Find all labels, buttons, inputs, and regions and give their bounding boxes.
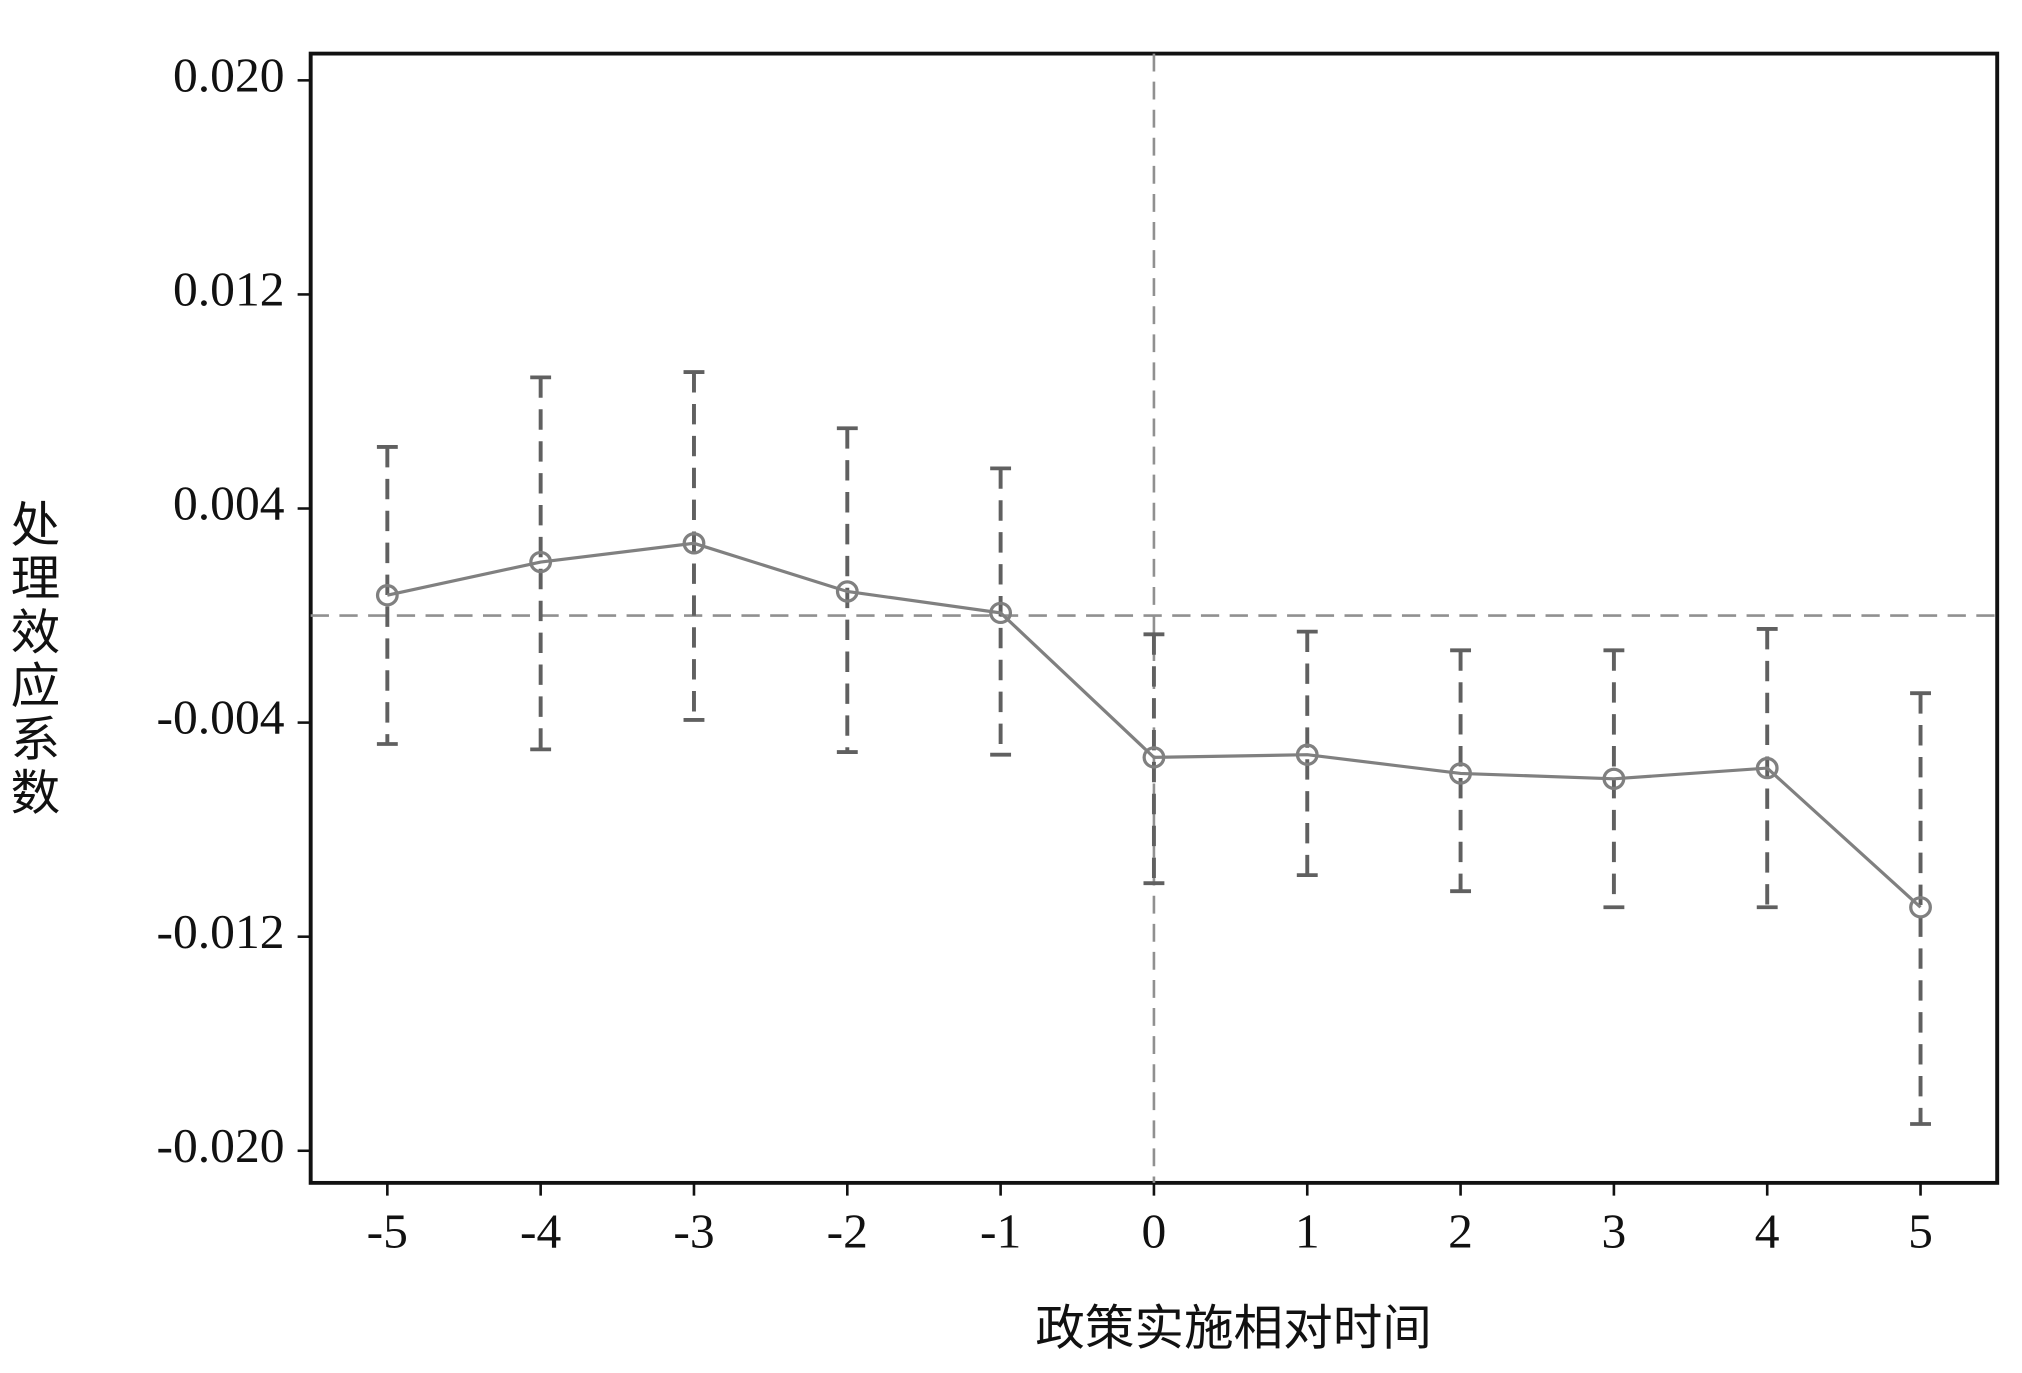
x-tick-label: -2 — [827, 1204, 868, 1258]
y-tick-label: -0.012 — [156, 904, 284, 958]
x-tick-label: 5 — [1908, 1204, 1933, 1258]
x-tick-label: 3 — [1602, 1204, 1627, 1258]
point — [529, 550, 553, 574]
x-tick-label: -1 — [980, 1204, 1021, 1258]
x-axis-label: 政策实施相对时间 — [1035, 1301, 1432, 1355]
x-tick-label: -4 — [520, 1204, 561, 1258]
point — [1142, 746, 1166, 769]
x-tick-label: 1 — [1295, 1204, 1320, 1258]
x-tick-label: 0 — [1142, 1204, 1167, 1258]
y-tick-label: -0.004 — [156, 690, 284, 744]
y-tick-label: 0.004 — [173, 476, 285, 530]
y-tick-label: 0.020 — [173, 48, 285, 102]
point — [682, 532, 706, 555]
y-tick-label: 0.012 — [173, 262, 285, 316]
point — [1909, 896, 1932, 919]
point — [835, 580, 859, 603]
y-axis-label: 处理效应系数 — [4, 499, 60, 821]
x-tick-label: 4 — [1755, 1204, 1780, 1258]
y-tick-label: -0.020 — [156, 1118, 284, 1172]
point — [375, 584, 399, 607]
series-line — [386, 541, 1922, 909]
x-tick-label: -3 — [673, 1204, 714, 1258]
point — [1755, 756, 1779, 780]
point — [1295, 743, 1319, 766]
point — [1602, 767, 1626, 790]
point — [989, 601, 1013, 625]
x-tick-label: -5 — [367, 1204, 408, 1258]
point — [1449, 762, 1472, 785]
x-tick-label: 2 — [1448, 1204, 1473, 1258]
